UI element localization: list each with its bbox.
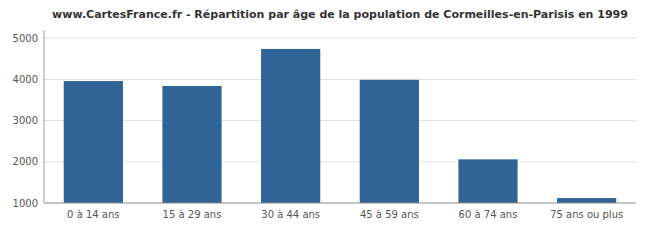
- y-tick-label: 4000: [13, 74, 38, 85]
- chart-title: www.CartesFrance.fr - Répartition par âg…: [52, 8, 628, 21]
- x-tick-label: 60 à 74 ans: [459, 209, 518, 220]
- x-tick-label: 45 à 59 ans: [360, 209, 419, 220]
- x-tick-label: 75 ans ou plus: [550, 209, 623, 220]
- y-axis-line: [44, 30, 45, 203]
- y-tick-label: 3000: [13, 115, 38, 126]
- bars: [64, 49, 617, 203]
- chart: www.CartesFrance.fr - Répartition par âg…: [0, 0, 650, 229]
- x-tick-label: 15 à 29 ans: [163, 209, 222, 220]
- bar: [360, 80, 419, 203]
- x-tick-label: 30 à 44 ans: [261, 209, 320, 220]
- chart-container: www.CartesFrance.fr - Répartition par âg…: [0, 0, 650, 229]
- y-grid: [44, 38, 636, 203]
- y-tick-label: 2000: [13, 156, 38, 167]
- x-axis-line: [44, 203, 636, 204]
- bar: [557, 198, 616, 203]
- grid-line: [44, 120, 636, 121]
- grid-line: [44, 38, 636, 39]
- bar: [64, 81, 123, 203]
- grid-line: [44, 161, 636, 162]
- bar: [458, 159, 517, 203]
- grid-line: [44, 79, 636, 80]
- x-tick-label: 0 à 14 ans: [67, 209, 119, 220]
- y-tick-label: 5000: [13, 33, 38, 44]
- y-tick-label: 1000: [13, 198, 38, 209]
- grid-line: [44, 203, 636, 204]
- bar: [261, 49, 320, 203]
- bar: [162, 86, 221, 203]
